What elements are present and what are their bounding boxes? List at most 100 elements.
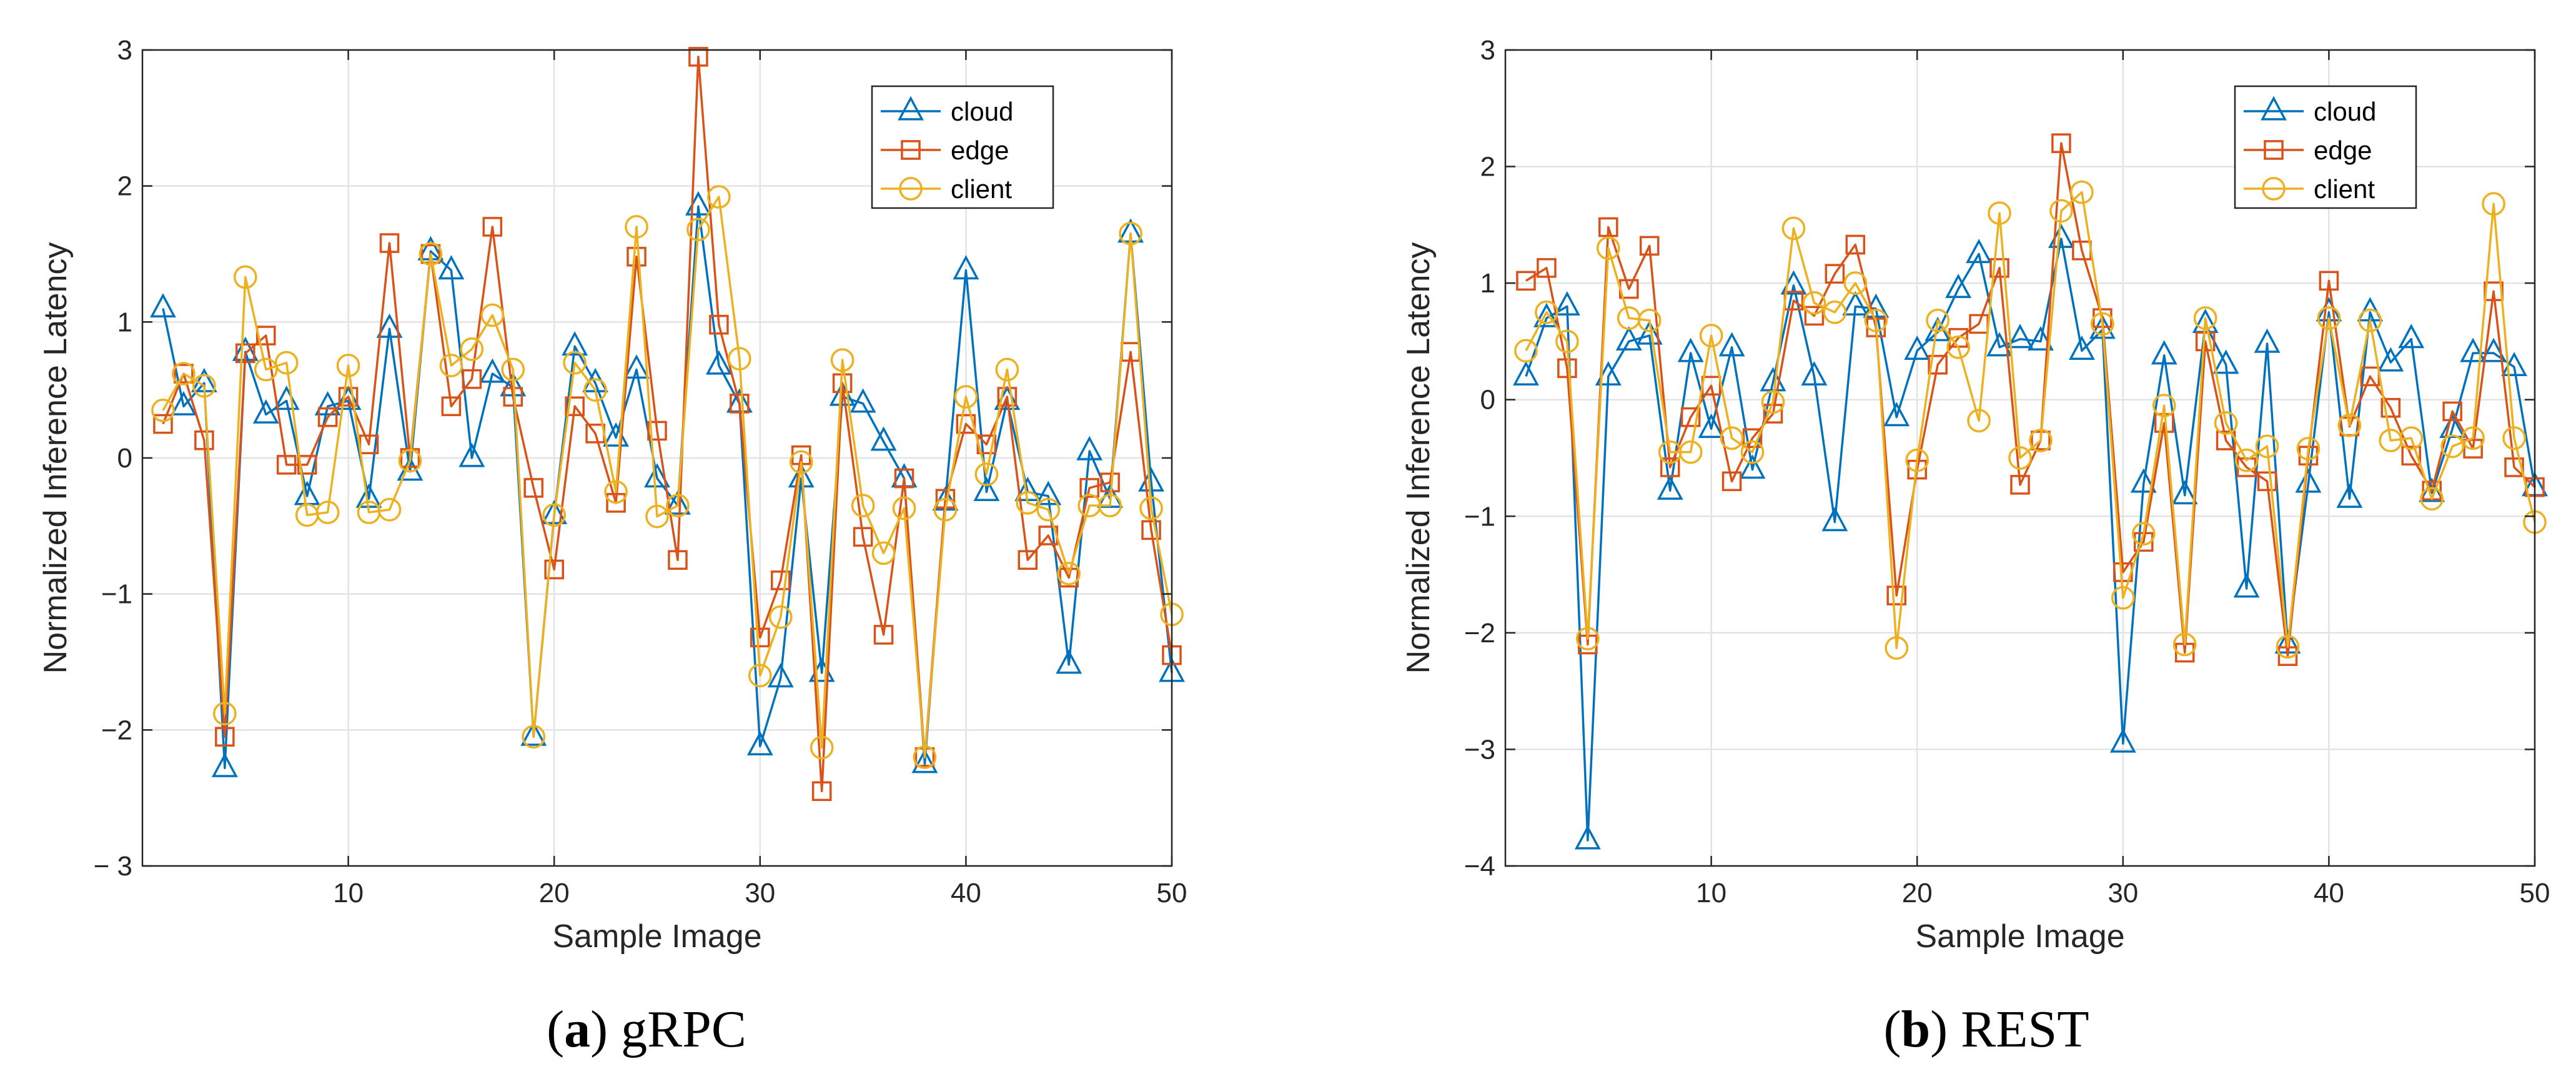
data-point-edge: [894, 468, 914, 489]
caption-letter: a: [564, 1000, 590, 1058]
data-point-client: [419, 242, 443, 266]
series-client: [151, 185, 1184, 769]
data-point-client: [871, 541, 896, 565]
data-point-client: [1575, 627, 1600, 651]
caption-paren-open: (: [1883, 1000, 1901, 1058]
data-point-client: [336, 354, 360, 377]
data-point-cloud: [2171, 480, 2198, 505]
data-point-cloud: [1883, 402, 1910, 427]
data-point-client: [2234, 448, 2259, 472]
data-point-cloud: [1574, 825, 1601, 850]
legend-label: client: [2314, 174, 2375, 204]
data-point-cloud: [252, 399, 279, 424]
data-point-client: [2090, 312, 2114, 336]
chart-panel-b: 10 20 30 40 50 −4 −3 −2 −1 0 1 2 3 Sample Image Normal…: [1400, 35, 2550, 1058]
data-point-cloud: [438, 255, 465, 280]
data-point-cloud: [1718, 332, 1745, 357]
data-point-client: [192, 374, 216, 398]
data-point-edge: [174, 364, 194, 384]
data-point-cloud: [2377, 347, 2404, 372]
data-point-client: [2255, 434, 2279, 459]
data-point-cloud: [1904, 335, 1931, 360]
legend-marker: [2261, 96, 2287, 121]
data-point-edge: [462, 369, 482, 389]
data-point-edge: [482, 217, 503, 237]
panel-caption: (a) gRPC: [547, 1000, 746, 1058]
x-tick-label: 20: [539, 878, 570, 908]
y-tick-label: 1: [117, 307, 132, 337]
data-point-cloud: [870, 426, 897, 451]
x-tick-label: 30: [745, 878, 775, 908]
x-axis-label: Sample Image: [552, 918, 761, 955]
data-point-edge: [235, 343, 255, 364]
data-point-client: [2152, 394, 2176, 417]
data-point-client: [625, 215, 648, 239]
caption-paren-close: ): [590, 1000, 621, 1058]
data-point-edge: [2442, 401, 2462, 422]
data-point-cloud: [1677, 337, 1704, 362]
data-point-client: [1637, 308, 1662, 332]
y-tick-label: 2: [1480, 152, 1495, 182]
data-point-client: [2029, 429, 2053, 452]
data-point-cloud: [2028, 326, 2054, 351]
data-point-client: [768, 605, 793, 629]
data-point-client: [851, 494, 875, 518]
x-tick-label: 50: [2520, 878, 2550, 908]
data-point-client: [1699, 324, 1723, 347]
data-point-edge: [1141, 520, 1161, 540]
y-axis-label: Normalized Inference Latency: [37, 242, 74, 674]
data-point-client: [1720, 426, 1744, 450]
x-tick-label: 40: [951, 878, 981, 908]
data-point-edge: [750, 627, 770, 648]
data-point-edge: [2319, 271, 2339, 291]
data-point-client: [151, 398, 175, 422]
data-point-edge: [1742, 428, 1763, 449]
data-point-client: [933, 497, 958, 522]
data-point-edge: [544, 559, 564, 580]
data-point-cloud: [1056, 649, 1082, 674]
data-point-client: [2008, 446, 2032, 470]
data-point-cloud: [2007, 324, 2033, 349]
data-point-cloud: [705, 350, 732, 375]
data-point-cloud: [2439, 413, 2466, 438]
data-point-client: [1885, 636, 1909, 660]
legend-item-edge: edge: [2244, 136, 2372, 165]
y-tick-label: − 3: [94, 851, 132, 882]
data-point-client: [172, 362, 196, 385]
data-point-cloud: [1801, 360, 1828, 385]
data-point-edge: [1598, 217, 1618, 237]
data-point-client: [254, 357, 278, 382]
data-point-cloud: [1739, 454, 1766, 479]
data-point-client: [1016, 490, 1040, 515]
data-point-cloud: [1035, 480, 1062, 505]
data-point-client: [1864, 308, 1888, 332]
data-point-client: [2214, 411, 2238, 435]
data-point-client: [501, 357, 525, 382]
legend-marker: [2262, 177, 2286, 201]
data-point-client: [686, 217, 710, 242]
data-point-cloud: [1966, 239, 1993, 264]
data-point-edge: [1825, 264, 1845, 284]
data-point-client: [666, 494, 690, 518]
legend: cloud edge client: [2234, 85, 2417, 209]
data-point-client: [1678, 440, 1703, 464]
legend: cloud edge client: [871, 85, 1054, 209]
data-point-edge: [1537, 258, 1557, 278]
data-point-edge: [215, 727, 235, 747]
data-point-edge: [730, 394, 750, 414]
y-tick-label: 3: [117, 35, 132, 66]
data-point-client: [1823, 300, 1847, 324]
data-point-client: [913, 745, 937, 769]
y-tick-label: 0: [117, 443, 132, 474]
series-client: [1514, 180, 2547, 660]
data-point-client: [480, 303, 505, 327]
data-point-cloud: [2254, 328, 2281, 353]
data-point-cloud: [2295, 468, 2322, 493]
data-point-edge: [1763, 404, 1783, 424]
y-tick-label: 2: [117, 171, 132, 202]
data-point-edge: [853, 527, 873, 547]
data-point-client: [892, 496, 916, 520]
data-point-edge: [811, 781, 832, 802]
data-point-edge: [1721, 471, 1742, 492]
